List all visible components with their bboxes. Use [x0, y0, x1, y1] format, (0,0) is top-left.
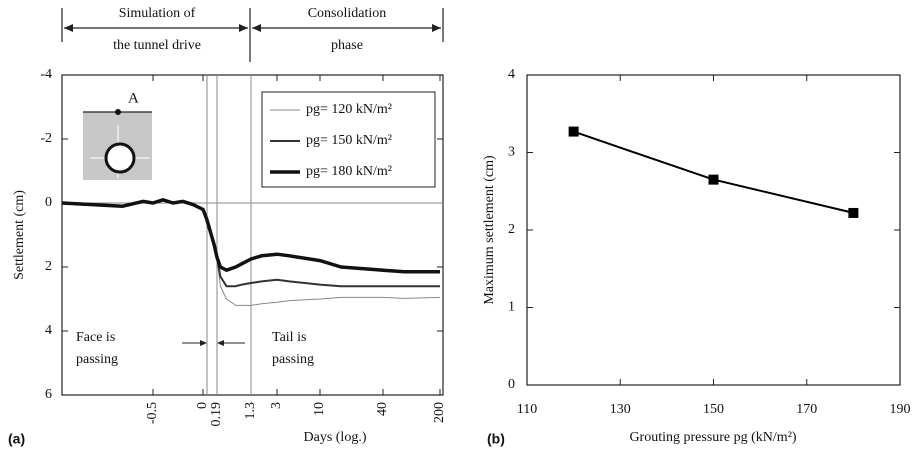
x-tick-label: 110 — [517, 402, 537, 417]
panel-label: (b) — [487, 431, 505, 447]
legend-label: pg= 120 kN/m² — [306, 102, 392, 117]
marker — [708, 174, 719, 185]
marker — [848, 207, 859, 218]
plot-frame — [61, 74, 444, 396]
phase-arrows — [61, 8, 444, 62]
annotation: Simulation of — [119, 6, 196, 21]
y-tick-label: 0 — [508, 377, 515, 392]
x-tick-label: 0.19 — [209, 402, 224, 427]
annotation: passing — [76, 352, 118, 367]
y-tick-label: 4 — [508, 67, 515, 82]
y-tick-label: 2 — [45, 259, 52, 274]
y-axis-label: Settlement (cm) — [12, 190, 27, 280]
annotation: Tail is — [272, 330, 306, 345]
annotation: the tunnel drive — [113, 38, 201, 53]
y-tick-label: 2 — [508, 222, 515, 237]
x-tick-label: 200 — [432, 402, 447, 423]
x-axis-label: Days (log.) — [304, 430, 367, 445]
x-tick-label: 40 — [375, 402, 390, 416]
y-tick-label: -2 — [40, 131, 52, 146]
marker — [568, 126, 579, 137]
pass-arrows — [182, 340, 245, 346]
y-tick-label: 3 — [508, 145, 515, 160]
point-label: A — [128, 90, 139, 106]
inset-sketch — [83, 109, 152, 180]
y-tick-label: 4 — [45, 323, 52, 338]
annotation: passing — [272, 352, 314, 367]
x-tick-label: -0.5 — [145, 402, 160, 424]
annotation: Face is — [76, 330, 115, 345]
y-tick-label: -4 — [40, 67, 52, 82]
x-tick-label: 150 — [703, 402, 724, 417]
y-axis-label: Maximum settlement (cm) — [482, 155, 497, 305]
x-tick-label: 1.3 — [243, 402, 258, 420]
x-axis-label: Grouting pressure pg (kN/m²) — [629, 430, 796, 445]
y-tick-label: 6 — [45, 387, 52, 402]
y-tick-label: 0 — [45, 195, 52, 210]
legend-label: pg= 180 kN/m² — [306, 164, 392, 179]
panel-label: (a) — [8, 431, 25, 447]
series-line — [61, 198, 440, 274]
y-tick-label: 1 — [508, 300, 515, 315]
x-tick-label: 3 — [269, 402, 284, 409]
plot-frame — [526, 74, 901, 386]
x-tick-label: 190 — [890, 402, 911, 417]
annotation: phase — [331, 38, 363, 53]
x-tick-label: 0 — [195, 402, 210, 409]
series-line — [573, 130, 854, 214]
legend-label: pg= 150 kN/m² — [306, 133, 392, 148]
x-tick-label: 130 — [610, 402, 631, 417]
annotation: Consolidation — [308, 6, 387, 21]
x-tick-label: 170 — [796, 402, 817, 417]
x-tick-label: 10 — [312, 402, 327, 416]
